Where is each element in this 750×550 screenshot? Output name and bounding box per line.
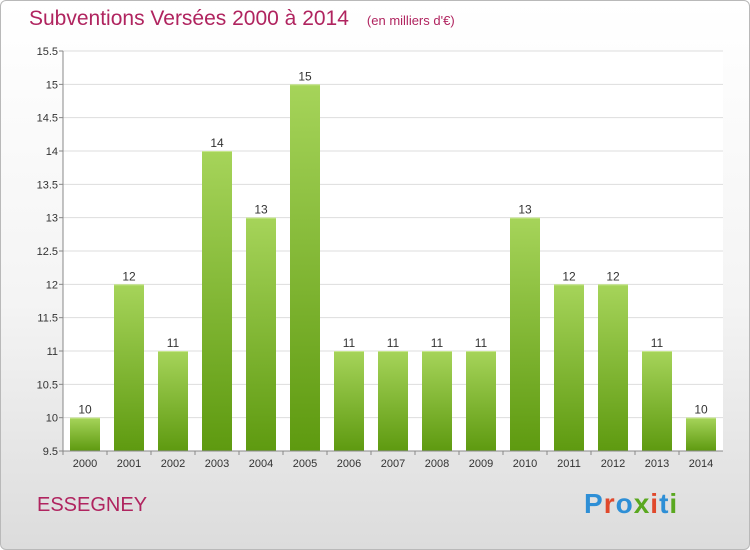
- bar: [466, 351, 496, 451]
- data-label: 12: [562, 269, 576, 283]
- bar: [290, 84, 320, 451]
- x-tick-label: 2002: [161, 458, 185, 470]
- bar: [334, 351, 364, 451]
- data-label: 11: [475, 336, 488, 350]
- logo-letter: t: [659, 488, 670, 519]
- x-tick-label: 2004: [249, 458, 273, 470]
- bar: [510, 217, 540, 451]
- x-tick-label: 2009: [469, 458, 493, 470]
- proxiti-logo: Proxiti: [584, 488, 678, 520]
- bar: [114, 284, 144, 451]
- y-tick-label: 10: [46, 413, 58, 425]
- x-tick-label: 2001: [117, 458, 141, 470]
- data-label: 14: [210, 136, 224, 150]
- bar: [378, 351, 408, 451]
- data-label: 10: [694, 403, 708, 417]
- data-label: 12: [122, 269, 136, 283]
- y-tick-label: 9.5: [43, 446, 58, 458]
- bar: [554, 284, 584, 451]
- title-row: Subventions Versées 2000 à 2014 (en mill…: [29, 7, 455, 31]
- bar: [686, 417, 716, 451]
- axis-layer: 9.5 10 10.5 11 11.5 12 12.5 13 13.5 14 14.5 15 15.5 2…: [37, 46, 723, 470]
- bar: [642, 351, 672, 451]
- bar: [598, 284, 628, 451]
- x-tick-label: 2008: [425, 458, 449, 470]
- x-tick-label: 2010: [513, 458, 537, 470]
- bar: [422, 351, 452, 451]
- logo-letter: i: [669, 488, 679, 519]
- y-tick-label: 14: [46, 146, 58, 158]
- y-tick-label: 11.5: [37, 313, 58, 325]
- data-label: 10: [78, 403, 92, 417]
- logo-letter: P: [584, 488, 604, 519]
- y-tick-label: 12: [46, 279, 58, 291]
- x-tick-label: 2011: [557, 458, 581, 470]
- x-tick-label: 2014: [689, 458, 713, 470]
- data-label: 11: [167, 336, 180, 350]
- logo-letter: i: [650, 488, 660, 519]
- y-tick-label: 13.5: [37, 179, 58, 191]
- x-tick-label: 2005: [293, 458, 317, 470]
- data-label: 13: [254, 203, 268, 217]
- x-tick-label: 2013: [645, 458, 669, 470]
- data-label: 11: [431, 336, 444, 350]
- bar: [202, 151, 232, 451]
- x-tick-label: 2007: [381, 458, 405, 470]
- y-tick-label: 15: [46, 79, 58, 91]
- bar: [246, 217, 276, 451]
- data-label: 13: [518, 203, 532, 217]
- data-label: 11: [651, 336, 664, 350]
- x-tick-label: 2000: [73, 458, 97, 470]
- data-label: 11: [387, 336, 400, 350]
- bar: [158, 351, 188, 451]
- y-tick-label: 14.5: [37, 113, 58, 125]
- x-tick-label: 2003: [205, 458, 229, 470]
- data-label: 15: [298, 69, 312, 83]
- bar-layer: 10 12 11 14 13 15 11 11 11 11 13 12 12 11 10: [70, 69, 716, 451]
- data-label: 11: [343, 336, 356, 350]
- chart-subtitle: (en milliers d'€): [366, 13, 455, 28]
- data-label: 12: [606, 269, 620, 283]
- y-tick-label: 11: [47, 346, 58, 358]
- y-tick-label: 12.5: [37, 246, 58, 258]
- y-tick-label: 13: [46, 213, 58, 225]
- chart-title: Subventions Versées 2000 à 2014: [29, 7, 349, 30]
- y-tick-label: 15.5: [37, 46, 58, 58]
- x-tick-label: 2006: [337, 458, 361, 470]
- y-tick-label: 10.5: [37, 379, 58, 391]
- logo-letter: r: [603, 488, 616, 519]
- logo-letter: o: [615, 488, 634, 519]
- place-name: ESSEGNEY: [37, 494, 148, 516]
- logo-letter: x: [633, 488, 651, 519]
- bar: [70, 417, 100, 451]
- x-tick-label: 2012: [601, 458, 625, 470]
